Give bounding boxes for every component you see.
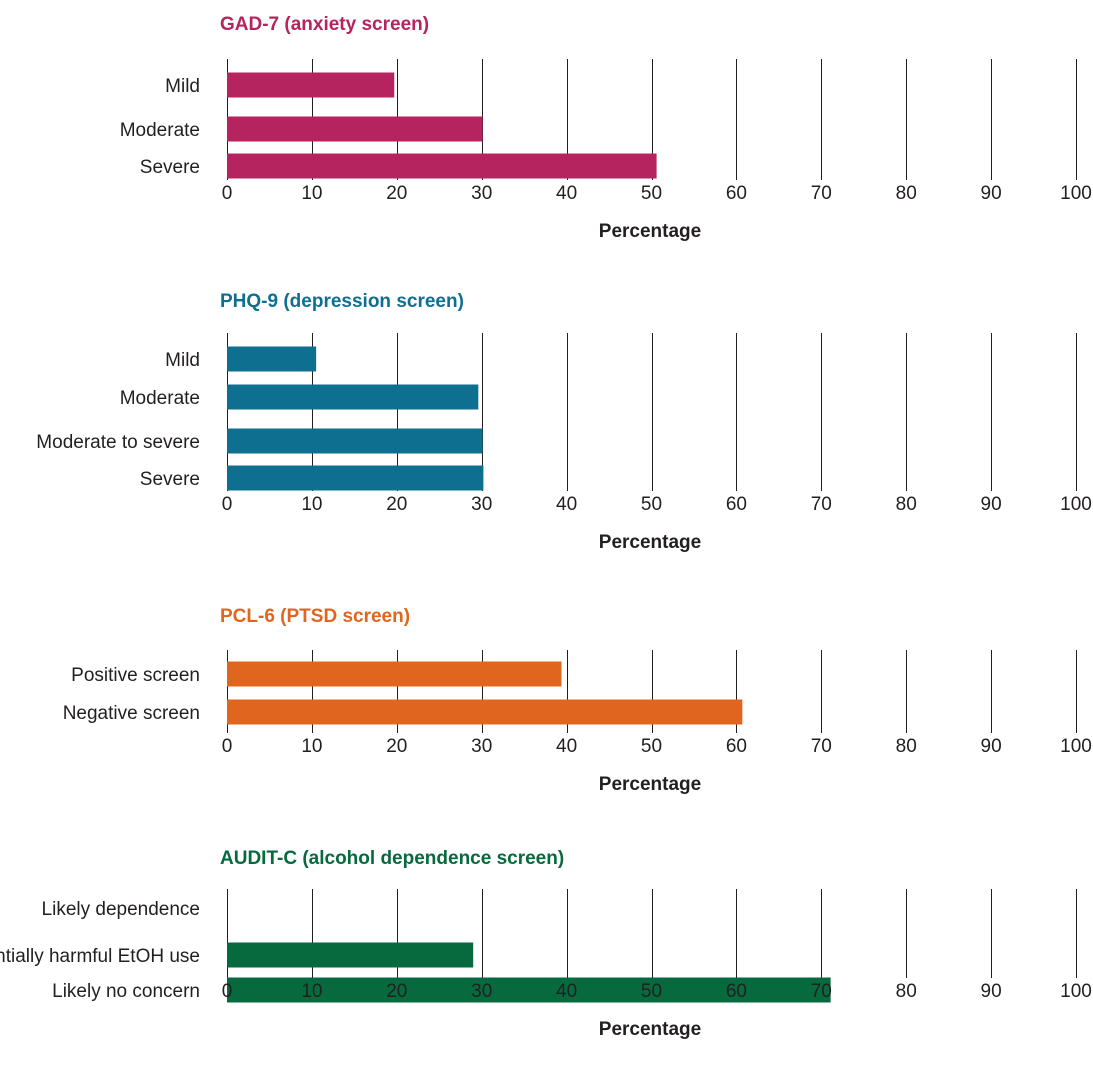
category-label: Moderate bbox=[120, 388, 200, 409]
tick-label: 100 bbox=[1060, 494, 1092, 515]
tick-label: 40 bbox=[556, 494, 577, 515]
tick-label: 100 bbox=[1060, 183, 1092, 204]
tick-label: 10 bbox=[301, 494, 322, 515]
panel-title: AUDIT-C (alcohol dependence screen) bbox=[220, 848, 564, 869]
tick-label: 50 bbox=[641, 981, 662, 1002]
tick-label: 20 bbox=[386, 494, 407, 515]
tick-label: 50 bbox=[641, 183, 662, 204]
tick-label: 0 bbox=[222, 494, 233, 515]
tick-label: 70 bbox=[811, 183, 832, 204]
axis-title: Percentage bbox=[599, 221, 701, 242]
bar bbox=[227, 384, 479, 410]
tick-label: 30 bbox=[471, 736, 492, 757]
panel-title: PHQ-9 (depression screen) bbox=[220, 291, 464, 312]
tick-label: 80 bbox=[896, 183, 917, 204]
category-label: Potentially harmful EtOH use bbox=[0, 946, 200, 967]
tick-label: 90 bbox=[981, 494, 1002, 515]
bar bbox=[227, 346, 317, 372]
tick-label: 20 bbox=[386, 183, 407, 204]
category-label: Likely no concern bbox=[52, 981, 200, 1002]
tick-label: 0 bbox=[222, 981, 233, 1002]
category-label: Mild bbox=[165, 76, 200, 97]
category-label: Positive screen bbox=[71, 665, 200, 686]
category-label: Severe bbox=[140, 469, 200, 490]
bar bbox=[227, 661, 562, 687]
tick-label: 40 bbox=[556, 736, 577, 757]
category-label: Moderate to severe bbox=[36, 432, 200, 453]
tick-label: 40 bbox=[556, 981, 577, 1002]
tick-label: 70 bbox=[811, 494, 832, 515]
tick-label: 70 bbox=[811, 736, 832, 757]
tick-label: 30 bbox=[471, 183, 492, 204]
axis-title: Percentage bbox=[599, 1019, 701, 1040]
panel-title: GAD-7 (anxiety screen) bbox=[220, 14, 429, 35]
category-label: Likely dependence bbox=[42, 899, 200, 920]
tick-label: 70 bbox=[811, 981, 832, 1002]
bar bbox=[227, 153, 657, 179]
tick-label: 50 bbox=[641, 494, 662, 515]
bar bbox=[227, 699, 743, 725]
bar bbox=[227, 465, 484, 491]
tick-label: 10 bbox=[301, 736, 322, 757]
tick-label: 60 bbox=[726, 183, 747, 204]
tick-label: 80 bbox=[896, 981, 917, 1002]
tick-label: 20 bbox=[386, 981, 407, 1002]
tick-label: 80 bbox=[896, 736, 917, 757]
tick-label: 30 bbox=[471, 981, 492, 1002]
tick-label: 100 bbox=[1060, 981, 1092, 1002]
tick-label: 10 bbox=[301, 981, 322, 1002]
bar bbox=[227, 942, 474, 968]
tick-label: 60 bbox=[726, 736, 747, 757]
tick-label: 0 bbox=[222, 736, 233, 757]
tick-label: 10 bbox=[301, 183, 322, 204]
tick-label: 60 bbox=[726, 494, 747, 515]
bar bbox=[227, 428, 483, 454]
tick-label: 50 bbox=[641, 736, 662, 757]
tick-label: 100 bbox=[1060, 736, 1092, 757]
bar bbox=[227, 977, 831, 1003]
category-label: Negative screen bbox=[63, 703, 200, 724]
category-label: Mild bbox=[165, 350, 200, 371]
tick-label: 80 bbox=[896, 494, 917, 515]
axis-title: Percentage bbox=[599, 532, 701, 553]
tick-label: 90 bbox=[981, 736, 1002, 757]
tick-label: 60 bbox=[726, 981, 747, 1002]
category-label: Moderate bbox=[120, 120, 200, 141]
panel-title: PCL-6 (PTSD screen) bbox=[220, 606, 410, 627]
category-label: Severe bbox=[140, 157, 200, 178]
tick-label: 30 bbox=[471, 494, 492, 515]
bar bbox=[227, 72, 395, 98]
bar bbox=[227, 116, 483, 142]
tick-label: 0 bbox=[222, 183, 233, 204]
tick-label: 90 bbox=[981, 183, 1002, 204]
axis-title: Percentage bbox=[599, 774, 701, 795]
tick-label: 20 bbox=[386, 736, 407, 757]
tick-label: 40 bbox=[556, 183, 577, 204]
tick-label: 90 bbox=[981, 981, 1002, 1002]
